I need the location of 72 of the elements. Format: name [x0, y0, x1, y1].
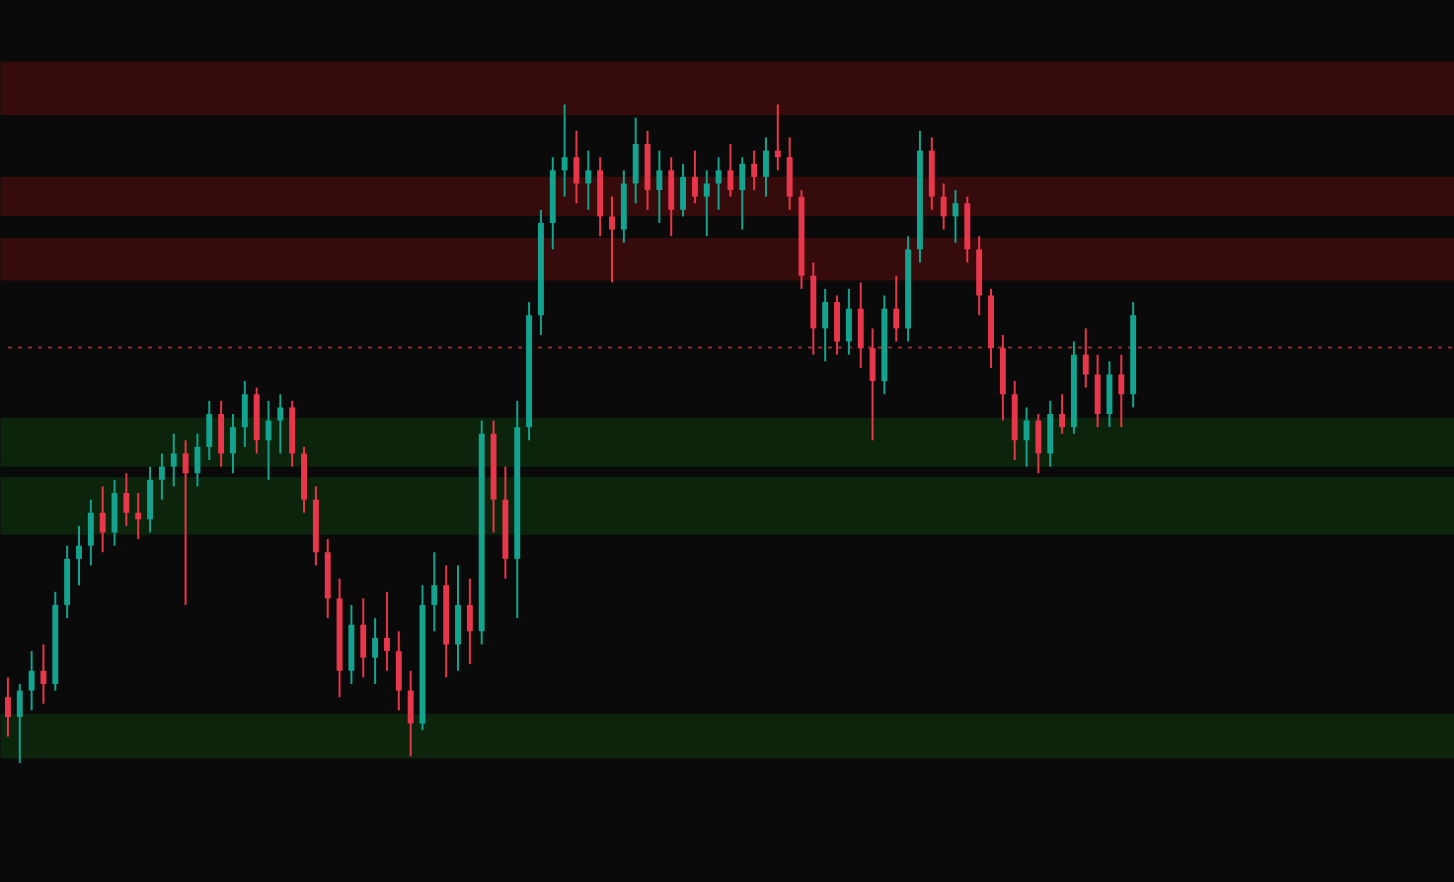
candlestick: [218, 399, 225, 468]
candlestick: [4, 676, 11, 738]
candlestick: [834, 294, 840, 356]
candlestick: [1082, 327, 1089, 389]
candlestick: [135, 492, 142, 541]
candlestick: [466, 577, 473, 666]
candlestick: [99, 485, 106, 554]
candlestick: [455, 564, 461, 672]
candlestick: [727, 143, 734, 198]
candlestick: [999, 333, 1006, 422]
candlestick: [241, 380, 248, 448]
candlestick: [87, 498, 94, 567]
candlestick: [964, 195, 971, 264]
candlestick: [845, 287, 852, 356]
candlestick: [561, 103, 568, 198]
candlestick: [16, 682, 23, 764]
candlestick: [431, 551, 438, 633]
candlestick: [703, 169, 710, 238]
candlestick: [763, 136, 769, 198]
candlestick: [774, 103, 781, 172]
candlestick: [40, 643, 47, 705]
candlestick: [857, 281, 864, 369]
candlestick: [893, 274, 900, 343]
candlestick: [158, 452, 165, 501]
candlestick: [1059, 393, 1066, 435]
candlestick: [869, 327, 876, 442]
candlestick: [277, 393, 284, 455]
candlestick: [348, 603, 355, 685]
candlestick: [360, 597, 367, 679]
candlestick: [301, 445, 307, 514]
candlestick: [206, 399, 213, 462]
candlestick: [597, 156, 604, 238]
candlestick: [372, 617, 379, 685]
candlestick: [324, 538, 331, 620]
candlestick: [609, 195, 615, 284]
candlestick: [715, 156, 722, 211]
candlestick: [940, 182, 947, 231]
candlestick: [383, 590, 390, 672]
candlestick: [182, 439, 189, 606]
candlestick: [1118, 353, 1125, 429]
candlestick: [289, 399, 296, 468]
candlestick: [620, 169, 627, 244]
candlestick: [739, 156, 746, 231]
candlestick: [253, 386, 260, 455]
candlestick: [28, 650, 35, 712]
candlestick: [822, 287, 829, 363]
candlestick: [585, 149, 592, 211]
candlestick: [1023, 406, 1030, 468]
candlestick: [1035, 412, 1042, 475]
candlestick: [680, 162, 687, 218]
candlestick: [976, 235, 983, 317]
candlestick: [64, 544, 71, 620]
candlestick: [76, 524, 82, 587]
candlestick: [1047, 399, 1054, 468]
candlestick: [170, 432, 177, 488]
candlestick: [632, 116, 639, 205]
candlestick: [194, 432, 201, 488]
candlestick: [928, 136, 935, 211]
candlestick: [1106, 360, 1113, 429]
candlestick: [573, 129, 580, 205]
candlestick: [407, 669, 414, 758]
candlestick: [691, 149, 698, 205]
candlestick: [1011, 380, 1018, 462]
candlestick: [123, 472, 130, 527]
candlestick: [1094, 353, 1101, 429]
candlestick: [668, 156, 675, 238]
candlestick: [230, 412, 236, 475]
candlestick: [751, 149, 758, 192]
candlestick: [147, 465, 154, 534]
candlestick: [656, 149, 663, 225]
candlestick: [786, 136, 793, 211]
candlestick: [395, 630, 402, 712]
